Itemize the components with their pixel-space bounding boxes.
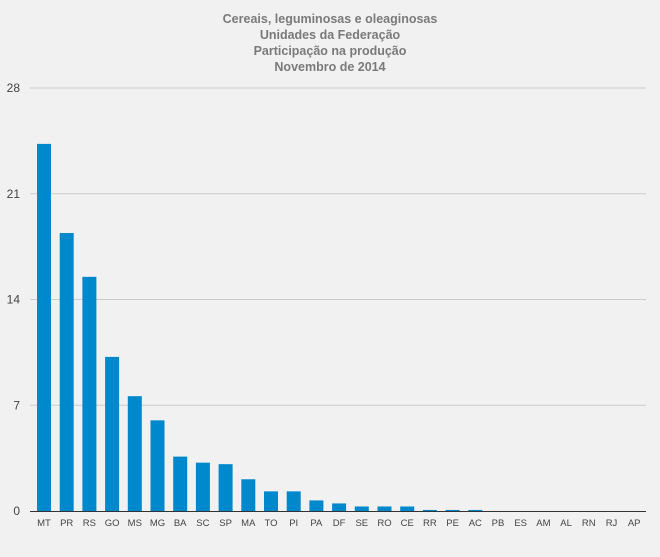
y-tick-label: 7 — [13, 398, 20, 412]
y-tick-label: 0 — [13, 504, 20, 518]
title-line-1: Cereais, leguminosas e oleaginosas — [222, 12, 438, 26]
y-tick-label: 14 — [7, 293, 21, 307]
bar-pe — [445, 509, 460, 511]
x-tick-label: RN — [582, 518, 596, 529]
x-tick-label: RS — [83, 518, 96, 529]
bar-ba — [173, 456, 188, 511]
x-tick-label: MT — [37, 518, 51, 529]
x-tick-label: AP — [628, 518, 641, 529]
bar-mt — [37, 143, 51, 511]
x-tick-label: MA — [241, 518, 256, 529]
x-tick-label: PE — [446, 518, 459, 529]
bar-mg — [150, 420, 165, 511]
chart-title: Cereais, leguminosas e oleaginosas Unida… — [0, 11, 660, 75]
bar-ms — [127, 396, 142, 511]
x-tick-label: SP — [219, 518, 232, 529]
x-tick-label: PB — [492, 518, 505, 529]
bar-ac — [468, 509, 483, 511]
x-tick-label: RO — [377, 518, 391, 529]
bar-df — [332, 503, 347, 511]
x-tick-label: TO — [264, 518, 277, 529]
x-tick-label: AM — [536, 518, 550, 529]
bar-ce — [400, 506, 415, 511]
bar-pi — [286, 491, 301, 511]
bar-rs — [82, 276, 97, 511]
x-tick-label: SC — [196, 518, 209, 529]
bar-sc — [195, 462, 210, 511]
x-tick-label: MG — [150, 518, 165, 529]
bar-to — [264, 491, 278, 511]
x-tick-label: PI — [289, 518, 298, 529]
x-tick-label: ES — [514, 518, 527, 529]
x-tick-label: RJ — [606, 518, 618, 529]
bar-pa — [309, 500, 324, 511]
x-tick-label: GO — [105, 518, 120, 529]
title-line-2: Unidades da Federação — [259, 28, 401, 42]
x-tick-label: SE — [355, 518, 368, 529]
title-line-3: Participação na produção — [253, 44, 407, 58]
bar-se — [354, 506, 369, 511]
bar-ma — [241, 479, 256, 511]
x-tick-label: BA — [174, 518, 187, 529]
x-tick-label: CE — [401, 518, 414, 529]
x-tick-label: AL — [560, 518, 572, 529]
x-tick-label: AC — [469, 518, 482, 529]
bar-go — [105, 356, 120, 511]
bar-rr — [422, 509, 437, 511]
bar-pr — [59, 233, 74, 511]
y-tick-label: 21 — [7, 187, 21, 201]
x-tick-label: DF — [333, 518, 346, 529]
y-tick-label: 28 — [7, 81, 21, 95]
title-line-4: Novembro de 2014 — [274, 60, 386, 74]
x-tick-label: PA — [310, 518, 323, 529]
bar-sp — [218, 464, 233, 511]
bar-ro — [377, 506, 392, 511]
x-tick-label: RR — [423, 518, 437, 529]
x-tick-label: PR — [60, 518, 73, 529]
x-tick-label: MS — [128, 518, 142, 529]
